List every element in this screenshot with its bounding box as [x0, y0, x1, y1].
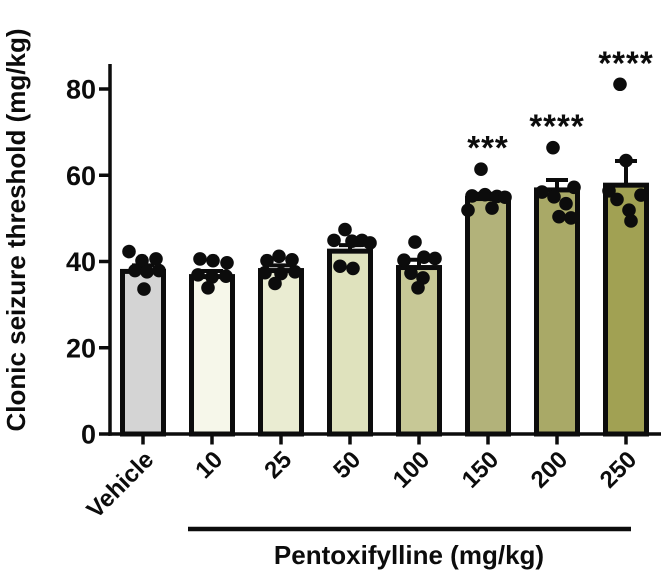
- significance-label-200: ****: [529, 108, 584, 145]
- x-category-label-10: 10: [190, 446, 228, 484]
- data-point: [610, 192, 624, 207]
- data-point: [428, 251, 442, 266]
- chart-generated-layer: 0 20 40 60 80 Vehicle 10 25 50 100 150 *** 200 **** 25…: [66, 44, 661, 532]
- x-category-label-25: 25: [259, 446, 297, 484]
- data-point: [465, 189, 479, 203]
- data-point: [485, 201, 499, 215]
- data-point: [258, 265, 272, 280]
- data-point: [624, 214, 638, 228]
- y-tick-label: 20: [66, 333, 96, 363]
- data-point: [552, 209, 566, 224]
- data-point: [149, 252, 163, 266]
- data-point: [417, 250, 431, 264]
- data-point: [135, 253, 149, 268]
- data-point: [404, 266, 418, 280]
- data-point: [602, 183, 616, 198]
- x-category-label-50: 50: [328, 446, 366, 484]
- data-point: [327, 233, 341, 248]
- data-point: [260, 253, 274, 268]
- data-point: [567, 180, 581, 195]
- data-point: [613, 77, 627, 92]
- data-point: [559, 196, 573, 211]
- data-point: [220, 255, 234, 270]
- data-point: [634, 188, 648, 202]
- data-point: [122, 244, 136, 259]
- data-point: [535, 185, 549, 199]
- data-point: [191, 268, 205, 282]
- data-point: [498, 190, 512, 205]
- data-point: [622, 203, 636, 217]
- y-tick-label: 60: [66, 161, 96, 191]
- data-point: [333, 259, 347, 274]
- data-point: [461, 203, 475, 217]
- data-point: [193, 252, 207, 266]
- bar-150: [465, 196, 511, 437]
- y-tick-label: 80: [66, 75, 96, 105]
- data-point: [564, 211, 578, 225]
- data-point: [201, 281, 215, 295]
- significance-label-250: ****: [598, 44, 653, 81]
- y-tick-label: 40: [66, 247, 96, 277]
- data-point: [274, 266, 288, 281]
- y-axis-title: Clonic seizure threshold (mg/kg): [1, 28, 31, 431]
- data-point: [205, 270, 219, 284]
- data-point: [268, 276, 282, 291]
- x-category-label-200: 200: [526, 446, 573, 493]
- bar-10: [189, 274, 235, 437]
- x-axis-title: Pentoxifylline (mg/kg): [274, 540, 544, 570]
- data-point: [288, 265, 302, 279]
- data-point: [474, 162, 488, 177]
- data-point: [152, 263, 166, 278]
- data-point: [219, 269, 233, 283]
- bar-250: [603, 182, 649, 437]
- data-point: [206, 253, 220, 268]
- x-category-label-250: 250: [595, 446, 642, 493]
- data-point: [346, 261, 360, 276]
- data-point: [546, 140, 560, 155]
- significance-label-150: ***: [467, 129, 509, 166]
- data-point: [128, 263, 142, 278]
- bar-vehicle: [120, 268, 166, 437]
- data-point: [363, 236, 377, 250]
- bar-200: [534, 187, 580, 437]
- data-point: [397, 253, 411, 268]
- data-point: [411, 281, 425, 295]
- data-point: [478, 187, 492, 202]
- x-category-label-vehicle: Vehicle: [82, 446, 160, 524]
- y-tick-label: 0: [81, 420, 96, 450]
- data-point: [140, 265, 154, 279]
- bar-50: [327, 248, 373, 437]
- data-point: [272, 249, 286, 264]
- data-point: [408, 235, 422, 249]
- x-category-label-100: 100: [388, 446, 435, 493]
- bar-25: [258, 268, 304, 437]
- data-point: [547, 190, 561, 204]
- data-point: [137, 282, 151, 296]
- data-point: [619, 153, 633, 168]
- x-category-label-150: 150: [457, 446, 504, 493]
- data-point: [338, 222, 352, 237]
- data-point: [285, 252, 299, 267]
- data-point: [345, 234, 359, 249]
